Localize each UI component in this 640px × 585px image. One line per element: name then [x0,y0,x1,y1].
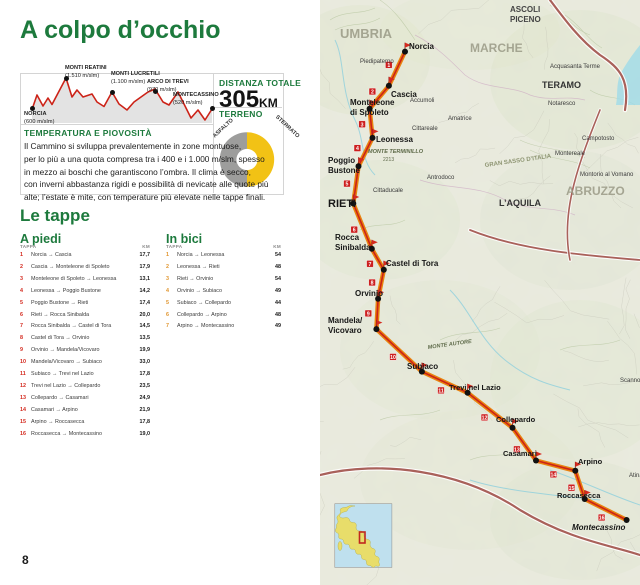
svg-text:Piedipaterno: Piedipaterno [360,59,394,65]
svg-text:Notaresco: Notaresco [548,101,576,107]
svg-text:Acquasanta Terme: Acquasanta Terme [550,64,601,70]
svg-text:Atina: Atina [629,473,640,479]
svg-text:Casamari: Casamari [503,449,537,458]
svg-text:PICENO: PICENO [510,15,541,24]
svg-text:di Spoleto: di Spoleto [350,108,389,117]
svg-text:Subiaco: Subiaco [407,362,438,371]
svg-text:UMBRIA: UMBRIA [340,26,393,41]
svg-text:3: 3 [361,122,364,128]
svg-text:Trevi nel Lazio: Trevi nel Lazio [449,383,501,392]
svg-text:Vicovaro: Vicovaro [328,326,362,335]
svg-text:10: 10 [390,355,396,361]
svg-text:Mandela/: Mandela/ [328,316,363,325]
svg-text:TERAMO: TERAMO [542,80,581,90]
svg-text:ABRUZZO: ABRUZZO [566,184,625,198]
svg-text:11: 11 [438,389,444,395]
svg-text:Monteleone: Monteleone [350,98,395,107]
svg-text:Roccasecca: Roccasecca [557,491,601,500]
svg-text:Montorio al Vomano: Montorio al Vomano [580,172,634,178]
svg-text:16: 16 [599,516,605,522]
svg-text:5: 5 [346,182,349,188]
svg-text:Castel di Tora: Castel di Tora [386,259,439,268]
svg-text:Poggio: Poggio [328,156,355,165]
svg-text:Bustone: Bustone [328,166,361,175]
svg-text:Montereale: Montereale [555,151,586,157]
svg-text:2: 2 [371,90,374,96]
svg-text:2213: 2213 [383,157,394,163]
svg-text:Amatrice: Amatrice [448,116,472,122]
svg-text:RIETI: RIETI [328,198,356,210]
svg-text:9: 9 [367,312,370,318]
svg-text:8: 8 [371,281,374,287]
svg-text:7: 7 [369,262,372,268]
svg-text:ASCOLI: ASCOLI [510,5,540,14]
svg-text:Sinibalda: Sinibalda [335,243,371,252]
svg-text:Montecassino: Montecassino [572,523,625,532]
svg-text:Cittaducale: Cittaducale [373,188,404,194]
svg-text:Leonessa: Leonessa [376,135,413,144]
svg-text:Scanno: Scanno [620,378,640,384]
svg-text:Cascia: Cascia [391,90,417,99]
svg-text:4: 4 [356,146,359,152]
svg-text:Cittareale: Cittareale [412,126,438,132]
svg-text:Rocca: Rocca [335,233,360,242]
svg-text:MARCHE: MARCHE [470,41,523,55]
svg-text:12: 12 [482,416,488,422]
svg-text:Antrodoco: Antrodoco [427,175,455,181]
svg-text:Arpino: Arpino [578,457,603,466]
svg-text:MONTE TERMINILLO: MONTE TERMINILLO [368,149,424,155]
svg-text:Collepardo: Collepardo [496,415,536,424]
svg-text:Orvinio: Orvinio [355,289,383,298]
svg-text:Campotosto: Campotosto [582,136,615,142]
svg-text:14: 14 [551,473,557,479]
svg-text:L’AQUILA: L’AQUILA [499,198,541,208]
svg-text:Norcia: Norcia [409,42,434,51]
